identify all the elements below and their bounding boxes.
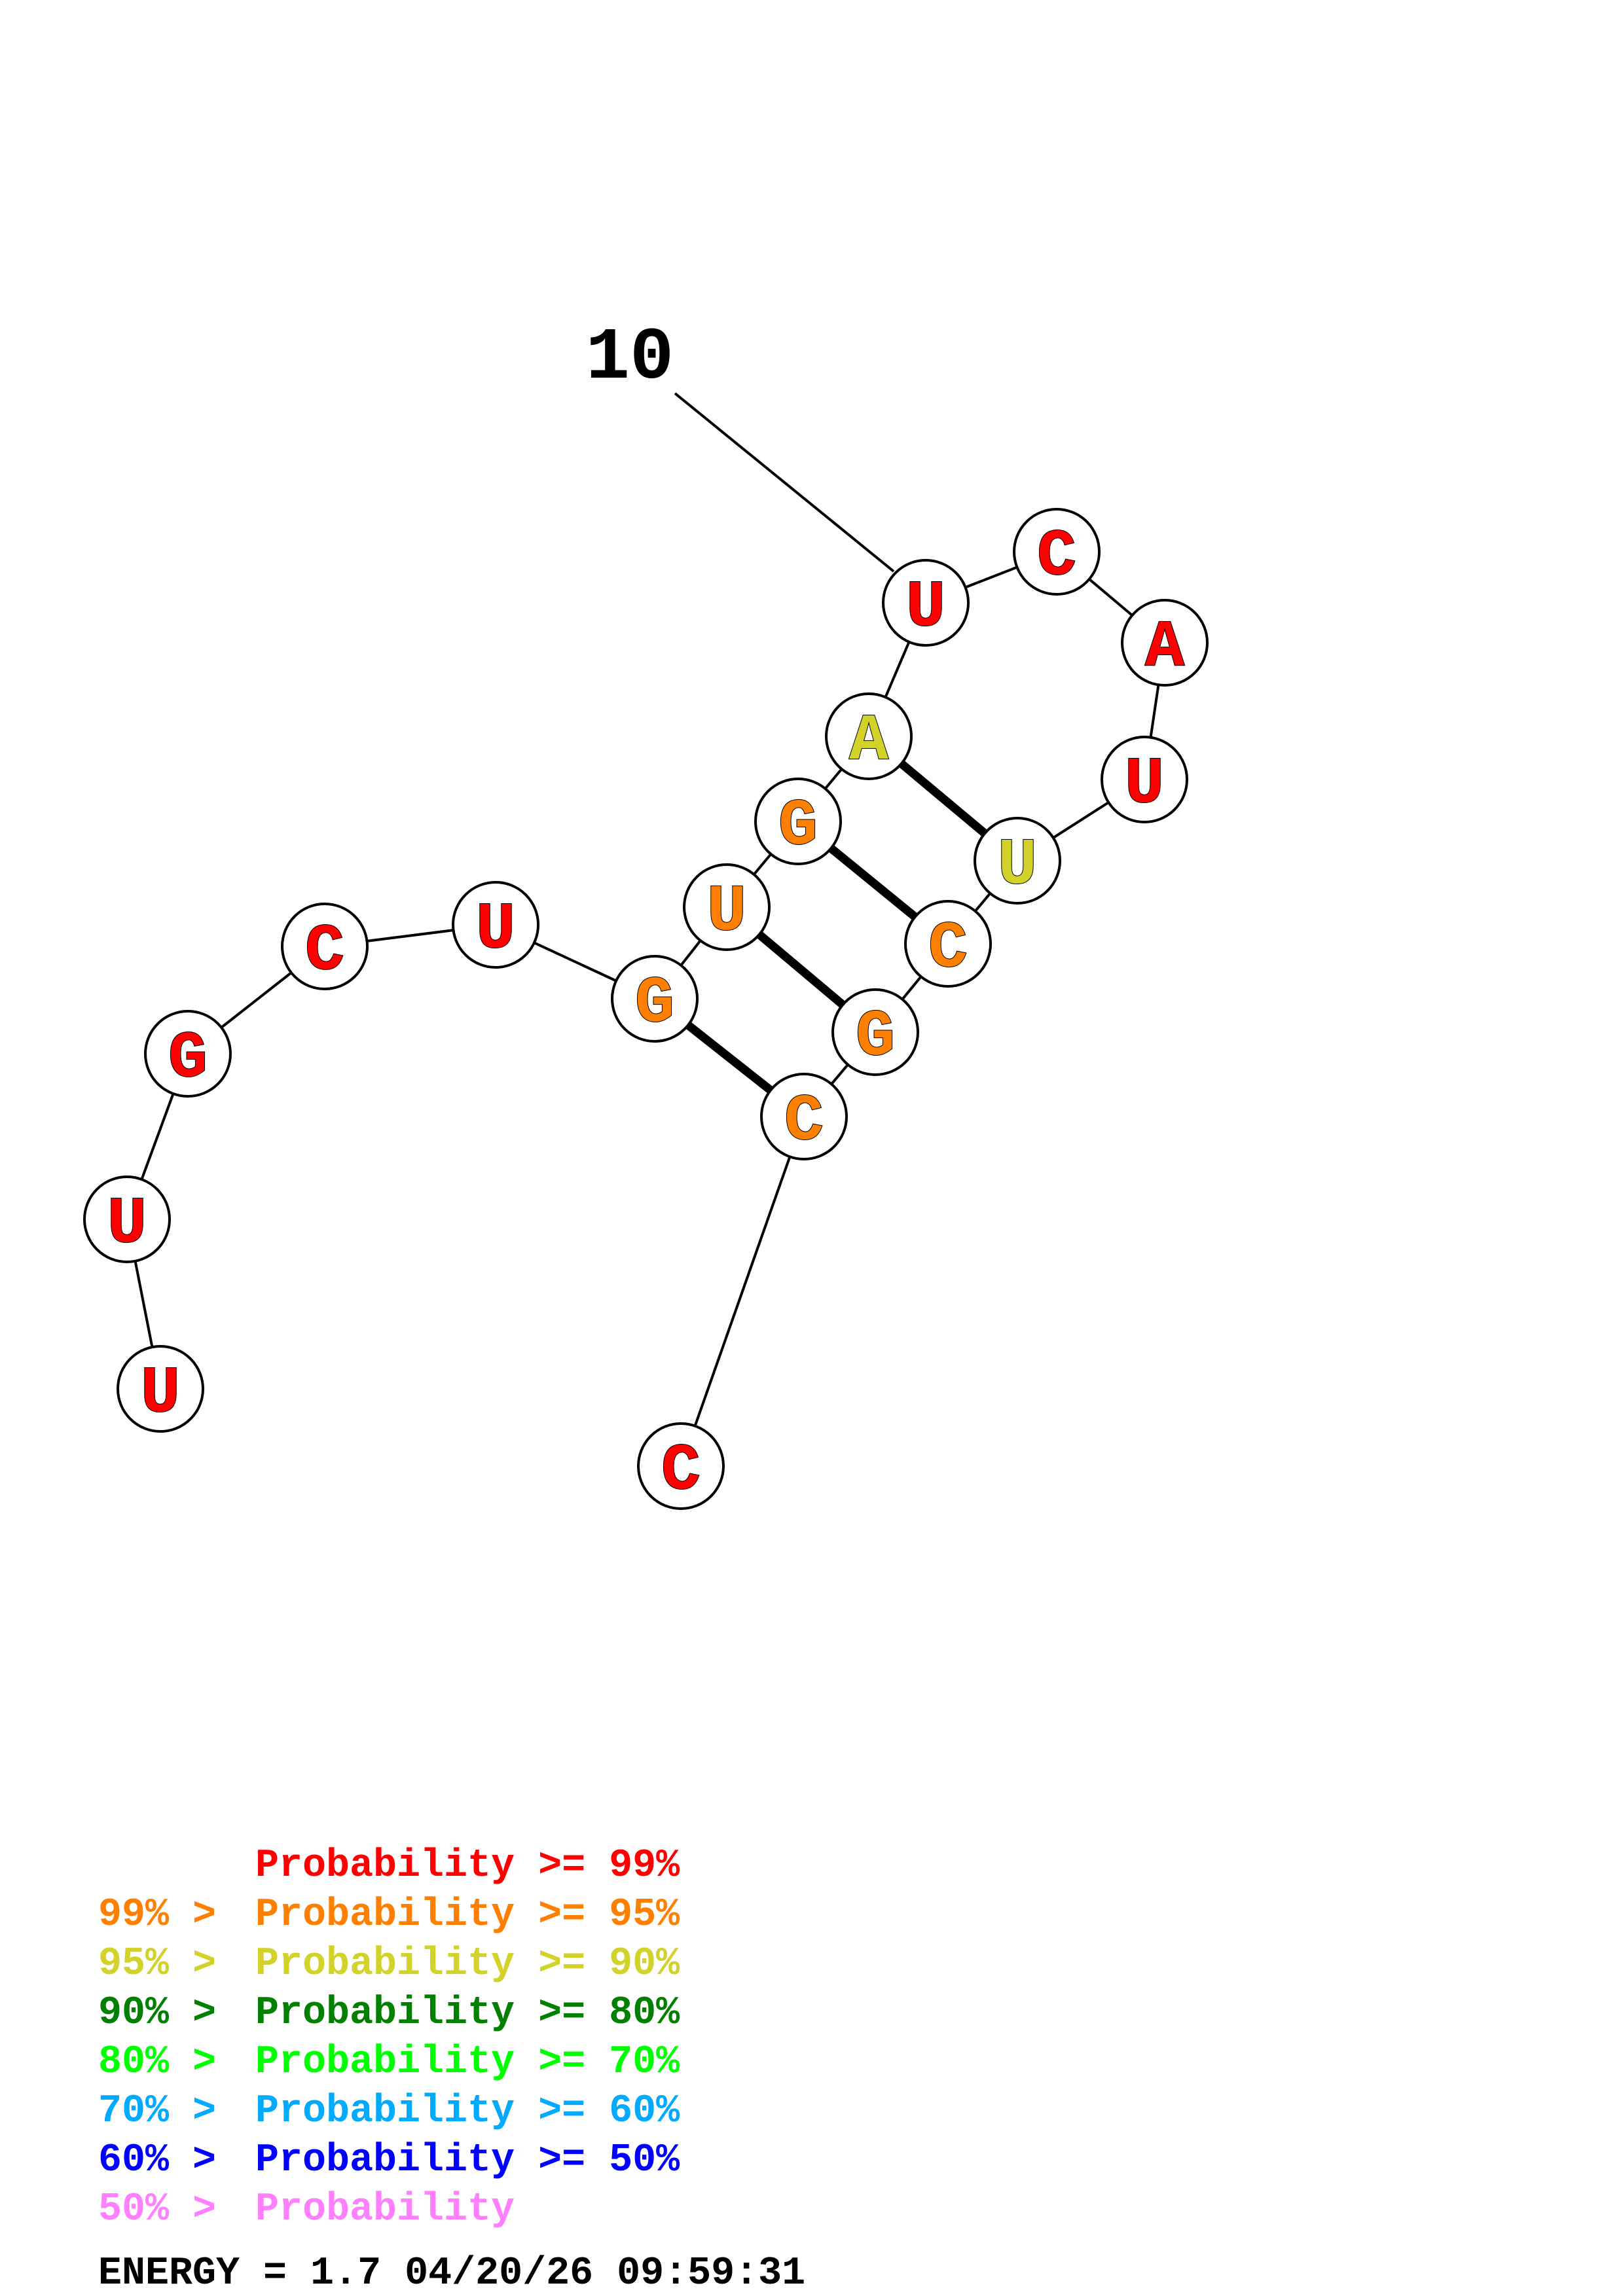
nucleotide-circle (1101, 736, 1188, 823)
nucleotide-circle (974, 817, 1061, 905)
legend-label: Probability >= 95% (255, 1893, 680, 1937)
probability-legend: Probability >= 99% 99% > Probability >= 9… (98, 1844, 680, 2232)
nucleotide: C (281, 903, 369, 990)
energy-footer: ENERGY = 1.7 04/20/26 09:59:31 (98, 2251, 805, 2296)
nucleotide: U (1101, 736, 1188, 823)
legend-label: Probability (255, 2187, 515, 2232)
nucleotide: C (1013, 508, 1101, 596)
legend-label: Probability >= 80% (255, 1991, 680, 2036)
nucleotide-base: G (168, 1022, 208, 1096)
nucleotide-circle (144, 1010, 232, 1098)
nucleotide-base: C (661, 1435, 701, 1509)
nucleotide-circle (825, 692, 913, 780)
legend-entry: 80% > Probability >= 70% (98, 2040, 680, 2085)
nucleotide: G (831, 988, 919, 1076)
nucleotide-circle (882, 559, 970, 647)
nucleotide-circle (1013, 508, 1101, 596)
nucleotide-base: A (1145, 611, 1185, 685)
nucleotide: G (611, 955, 699, 1043)
nucleotide-circle (637, 1422, 725, 1510)
nucleotide-circle (281, 903, 369, 990)
nucleotide-base: G (635, 967, 674, 1041)
nucleotide-base: C (784, 1085, 824, 1159)
nucleotide: G (754, 778, 842, 865)
backbone-link (680, 1116, 805, 1467)
position-tick-layer: 10 (586, 317, 895, 573)
nucleotide: U (974, 817, 1061, 905)
nucleotide-base: U (707, 876, 746, 950)
legend-prefix: 95% > (98, 1942, 240, 1986)
nucleotide: C (760, 1073, 848, 1160)
nucleotide-base: C (305, 915, 344, 989)
legend-prefix: 60% > (98, 2138, 240, 2183)
legend-label: Probability >= 90% (255, 1942, 680, 1986)
legend-label: Probability >= 50% (255, 2138, 680, 2183)
legend-prefix: 80% > (98, 2040, 240, 2085)
nucleotide-circle (1121, 599, 1209, 687)
nucleotide-base: A (849, 705, 889, 779)
nucleotide: A (825, 692, 913, 780)
legend-entry: 95% > Probability >= 90% (98, 1942, 680, 1986)
nucleotide-circle (117, 1345, 204, 1433)
legend-entry: Probability >= 99% (255, 1844, 680, 1888)
nucleotide: U (83, 1175, 171, 1263)
nucleotide: U (117, 1345, 204, 1433)
legend-prefix: 90% > (98, 1991, 240, 2036)
tick-10-line (674, 392, 895, 573)
nucleotide-circle (904, 900, 992, 988)
nucleotide-base: C (1037, 520, 1076, 594)
tick-10-label: 10 (586, 317, 674, 400)
nucleotide: A (1121, 599, 1209, 687)
nucleotide: C (904, 900, 992, 988)
nucleotide-base: U (141, 1357, 180, 1431)
nucleotide-base: G (856, 1001, 895, 1075)
legend-entry: 50% > Probability (98, 2187, 515, 2232)
nucleotide: U (452, 881, 539, 969)
nucleotide-base: C (928, 912, 968, 986)
nucleotide-base: G (778, 790, 818, 864)
nucleotide-base: U (998, 829, 1037, 903)
nucleotide-base: U (906, 571, 945, 645)
legend-prefix: 50% > (98, 2187, 240, 2232)
legend-entry: 90% > Probability >= 80% (98, 1991, 680, 2036)
nucleotide: U (882, 559, 970, 647)
legend-prefix: 99% > (98, 1893, 240, 1937)
legend-label: Probability >= 70% (255, 2040, 680, 2085)
nucleotide: C (637, 1422, 725, 1510)
nucleotide-circle (452, 881, 539, 969)
nucleotide-circle (760, 1073, 848, 1160)
nucleotide-circle (831, 988, 919, 1076)
nucleotide: U (683, 863, 771, 951)
nucleotide-circle (754, 778, 842, 865)
legend-prefix: 70% > (98, 2089, 240, 2134)
legend-entry: 99% > Probability >= 95% (98, 1893, 680, 1937)
legend-entry: 70% > Probability >= 60% (98, 2089, 680, 2134)
nucleotide-base: U (1125, 748, 1164, 822)
nucleotide-circle (683, 863, 771, 951)
nucleotide-base: U (107, 1188, 147, 1262)
nucleotide-circle (611, 955, 699, 1043)
legend-label: Probability >= 60% (255, 2089, 680, 2134)
nucleotide-base: U (476, 893, 515, 967)
legend-label: Probability >= 99% (255, 1844, 680, 1888)
nucleotide-circle (83, 1175, 171, 1263)
legend-entry: 60% > Probability >= 50% (98, 2138, 680, 2183)
nucleotide: G (144, 1010, 232, 1098)
